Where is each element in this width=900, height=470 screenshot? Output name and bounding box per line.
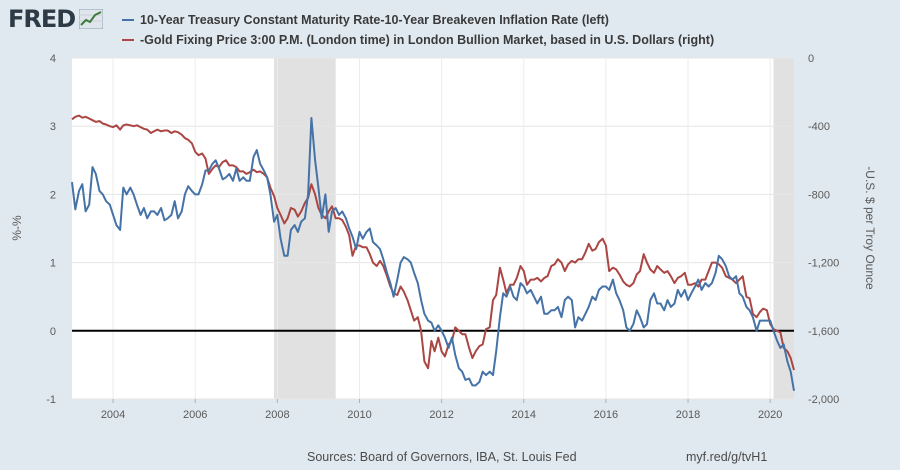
short-url[interactable]: myf.red/g/tvH1 bbox=[686, 450, 768, 464]
axis-labels: 2004 2006 2008 2010 2012 2014 2016 2018 2020 -1 0 1… bbox=[46, 53, 839, 421]
x-tick-label-2008: 2008 bbox=[265, 409, 289, 421]
recession-band-0 bbox=[274, 58, 336, 399]
left-axis-title: %-% bbox=[10, 215, 24, 241]
y-left-tick-label-3: 3 bbox=[50, 121, 56, 133]
x-tick-label-2006: 2006 bbox=[183, 409, 207, 421]
recession-band-1 bbox=[773, 58, 794, 399]
fred-logo-text: FRED bbox=[8, 5, 76, 33]
y-right-tick-label--400: -400 bbox=[808, 121, 830, 133]
y-left-tick-label-0: 0 bbox=[50, 326, 56, 338]
chart-legend: 10-Year Treasury Constant Maturity Rate-… bbox=[122, 10, 714, 50]
source-note: Sources: Board of Governors, IBA, St. Lo… bbox=[307, 450, 577, 464]
x-tick-label-2010: 2010 bbox=[347, 409, 371, 421]
line-graph-icon bbox=[79, 9, 104, 29]
recession-shading bbox=[274, 58, 794, 399]
y-left-tick-label--1: -1 bbox=[46, 394, 56, 406]
fred-logo[interactable]: FRED bbox=[8, 4, 104, 34]
series-lines bbox=[71, 114, 795, 391]
y-left-tick-label-1: 1 bbox=[50, 258, 56, 270]
x-tick-label-2020: 2020 bbox=[758, 409, 782, 421]
y-right-tick-label-0: 0 bbox=[808, 53, 814, 65]
y-left-tick-label-4: 4 bbox=[50, 53, 56, 65]
x-tick-label-2016: 2016 bbox=[594, 409, 618, 421]
y-right-tick-label--1600: -1,600 bbox=[808, 326, 839, 338]
x-tick-label-2012: 2012 bbox=[429, 409, 453, 421]
x-tick-label-2004: 2004 bbox=[101, 409, 125, 421]
plot-area bbox=[72, 58, 794, 399]
legend-label-gold: -Gold Fixing Price 3:00 P.M. (London tim… bbox=[140, 33, 715, 47]
series-line-treasury bbox=[71, 117, 795, 391]
x-tick-label-2018: 2018 bbox=[676, 409, 700, 421]
x-tick-label-2014: 2014 bbox=[512, 409, 536, 421]
y-right-tick-label--1200: -1,200 bbox=[808, 258, 839, 270]
legend-item-treasury-minus-breakeven[interactable]: 10-Year Treasury Constant Maturity Rate-… bbox=[122, 10, 714, 30]
y-left-tick-label-2: 2 bbox=[50, 189, 56, 201]
legend-item-gold-price[interactable]: -Gold Fixing Price 3:00 P.M. (London tim… bbox=[122, 30, 714, 50]
legend-swatch-treasury bbox=[122, 19, 134, 21]
y-right-tick-label--2000: -2,000 bbox=[808, 394, 839, 406]
legend-label-treasury: 10-Year Treasury Constant Maturity Rate-… bbox=[140, 13, 609, 27]
legend-swatch-gold bbox=[122, 39, 134, 41]
chart-header: FRED 10-Year Treasury Constant Maturity … bbox=[0, 0, 900, 52]
y-right-tick-label--800: -800 bbox=[808, 189, 830, 201]
right-axis-title: -U.S. $ per Troy Ounce bbox=[863, 166, 877, 290]
series-line-gold bbox=[71, 114, 795, 371]
gridlines bbox=[72, 57, 794, 400]
